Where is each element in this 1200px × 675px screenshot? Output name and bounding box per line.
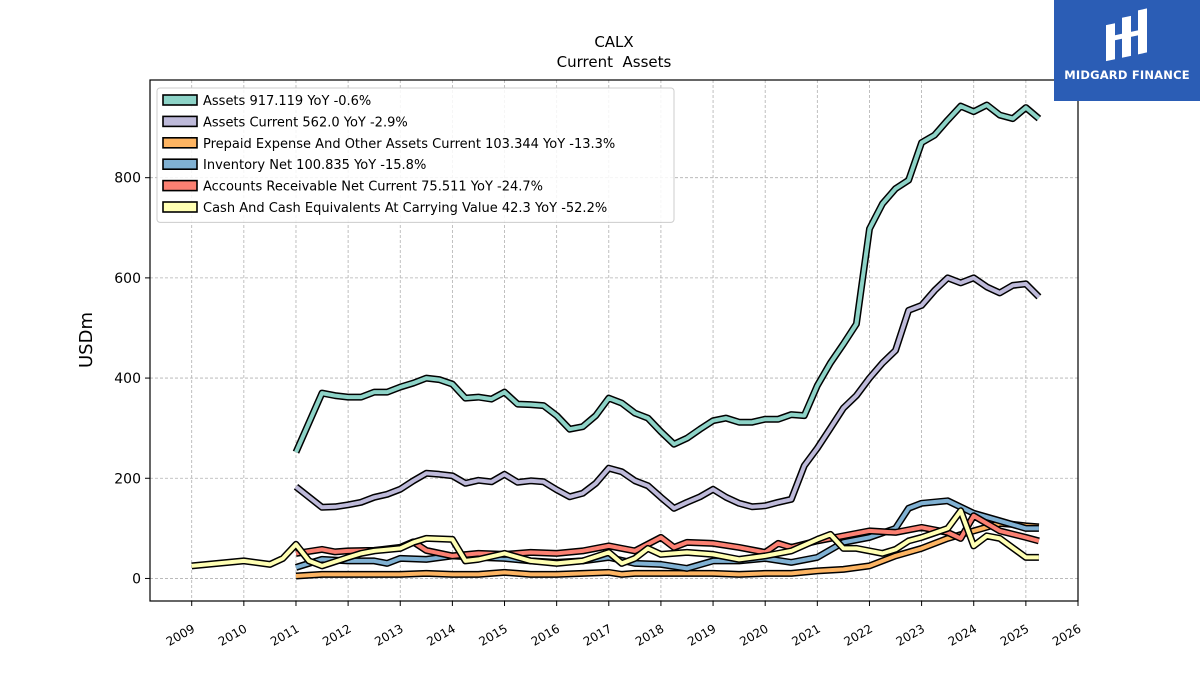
legend-swatch xyxy=(162,137,198,149)
x-tick-label: 2018 xyxy=(633,621,666,648)
x-tick-label: 2017 xyxy=(581,621,614,648)
logo-icon xyxy=(1106,8,1147,62)
y-tick-label: 0 xyxy=(132,571,141,587)
series-3 xyxy=(294,497,1039,572)
legend-box xyxy=(156,87,675,223)
series-line xyxy=(295,498,1039,571)
chart-subtitle: Current Assets xyxy=(557,53,672,71)
x-tick-label: 2010 xyxy=(216,621,249,648)
series-lines xyxy=(191,101,1042,580)
y-tick-label: 800 xyxy=(114,171,141,187)
legend-label: Assets Current 562.0 YoY -2.9% xyxy=(203,115,408,130)
x-tick-label: 2026 xyxy=(1050,621,1083,648)
legend-label: Accounts Receivable Net Current 75.511 Y… xyxy=(203,180,543,195)
x-tick-label: 2016 xyxy=(529,621,562,648)
x-tick-label: 2024 xyxy=(946,621,979,648)
x-tick-label: 2020 xyxy=(737,621,770,648)
series-line xyxy=(191,508,1039,568)
legend: Assets 917.119 YoY -0.6% Assets Current 5… xyxy=(156,87,675,223)
legend-label: Prepaid Expense And Other Assets Current… xyxy=(203,137,615,152)
company-logo: MIDGARD FINANCE xyxy=(1054,0,1200,101)
legend-swatch xyxy=(162,115,198,128)
series-0 xyxy=(292,101,1042,454)
x-tick-label: 2019 xyxy=(685,621,718,648)
y-axis-label: USDm xyxy=(76,312,97,368)
series-line xyxy=(294,103,1041,454)
series-line-outline xyxy=(293,274,1042,512)
company-name: MIDGARD FINANCE xyxy=(1064,68,1190,82)
y-tick-label: 600 xyxy=(114,271,141,287)
legend-label: Cash And Cash Equivalents At Carrying Va… xyxy=(203,201,607,216)
legend-swatch xyxy=(162,94,198,106)
legend-swatch xyxy=(162,158,198,170)
series-1 xyxy=(293,274,1042,512)
y-tick-label: 400 xyxy=(114,371,141,387)
x-tick-label: 2009 xyxy=(164,621,197,648)
legend-label: Inventory Net 100.835 YoY -15.8% xyxy=(203,158,426,173)
x-tick-label: 2011 xyxy=(268,621,301,648)
x-tick-label: 2023 xyxy=(894,621,927,648)
x-tick-label: 2013 xyxy=(372,621,405,648)
series-line xyxy=(294,275,1041,511)
plot-area-frame xyxy=(149,79,1079,602)
x-tick-label: 2015 xyxy=(477,621,510,648)
x-tick-label: 2022 xyxy=(842,621,875,648)
y-tick-label: 200 xyxy=(114,471,141,487)
x-tick-label: 2014 xyxy=(424,621,457,648)
chart-title: CALX xyxy=(594,33,633,51)
legend-swatch xyxy=(162,201,198,213)
series-2 xyxy=(295,519,1040,580)
legend-label: Assets 917.119 YoY -0.6% xyxy=(203,94,371,109)
series-line xyxy=(295,521,1040,578)
x-tick-label: 2025 xyxy=(998,621,1031,648)
legend-swatch xyxy=(162,179,198,192)
x-tick-label: 2012 xyxy=(320,621,353,648)
series-5 xyxy=(191,507,1039,570)
x-tick-label: 2021 xyxy=(789,621,822,648)
